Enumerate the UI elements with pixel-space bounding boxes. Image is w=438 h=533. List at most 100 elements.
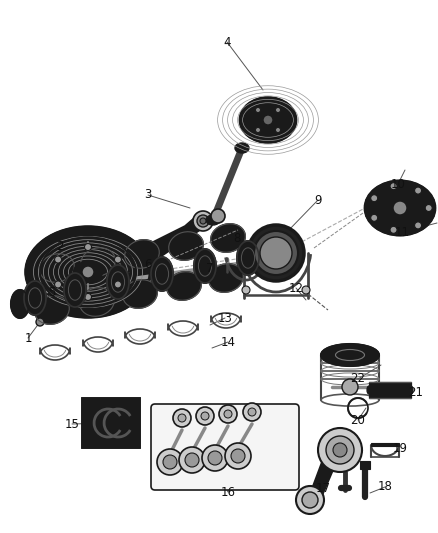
Text: 6: 6 xyxy=(144,259,152,271)
Text: 12: 12 xyxy=(289,281,304,295)
Circle shape xyxy=(178,414,186,422)
Text: 16: 16 xyxy=(220,486,236,498)
Circle shape xyxy=(390,227,397,233)
Circle shape xyxy=(371,195,378,201)
Circle shape xyxy=(255,108,261,112)
Circle shape xyxy=(55,281,62,288)
Circle shape xyxy=(371,214,378,221)
Circle shape xyxy=(219,405,237,423)
Ellipse shape xyxy=(64,273,86,307)
Ellipse shape xyxy=(40,254,74,282)
Bar xyxy=(254,106,282,134)
Text: 17: 17 xyxy=(315,481,331,495)
Text: 18: 18 xyxy=(378,481,392,494)
Ellipse shape xyxy=(237,241,259,275)
Text: 9: 9 xyxy=(314,193,322,206)
Polygon shape xyxy=(304,435,348,510)
Circle shape xyxy=(196,407,214,425)
Polygon shape xyxy=(118,213,210,272)
Circle shape xyxy=(263,115,273,125)
Ellipse shape xyxy=(409,386,413,394)
Circle shape xyxy=(302,286,310,294)
Ellipse shape xyxy=(242,254,250,259)
Bar xyxy=(82,398,140,448)
Ellipse shape xyxy=(125,240,159,268)
Circle shape xyxy=(393,201,407,215)
Circle shape xyxy=(254,231,298,275)
Ellipse shape xyxy=(35,296,69,324)
Text: 10: 10 xyxy=(391,177,406,190)
Circle shape xyxy=(276,127,280,133)
Circle shape xyxy=(248,408,256,416)
Ellipse shape xyxy=(11,290,29,318)
Text: 15: 15 xyxy=(64,417,79,431)
Ellipse shape xyxy=(209,264,243,292)
Text: 5: 5 xyxy=(48,286,56,298)
Text: 14: 14 xyxy=(220,335,236,349)
Ellipse shape xyxy=(194,249,216,283)
Circle shape xyxy=(224,410,232,418)
Text: 8: 8 xyxy=(233,231,241,245)
Ellipse shape xyxy=(151,257,173,291)
Circle shape xyxy=(208,451,222,465)
Circle shape xyxy=(211,209,225,223)
Bar xyxy=(371,443,399,446)
Bar xyxy=(254,106,282,134)
Circle shape xyxy=(225,443,251,469)
Ellipse shape xyxy=(388,198,412,217)
Text: 20: 20 xyxy=(350,414,365,426)
Ellipse shape xyxy=(123,280,157,308)
Ellipse shape xyxy=(80,288,114,316)
Circle shape xyxy=(85,244,92,251)
Text: 13: 13 xyxy=(218,311,233,325)
Circle shape xyxy=(114,256,121,263)
Circle shape xyxy=(296,486,324,514)
Text: 21: 21 xyxy=(409,386,424,400)
Ellipse shape xyxy=(206,215,220,225)
Circle shape xyxy=(202,445,228,471)
Circle shape xyxy=(260,237,292,269)
Circle shape xyxy=(414,222,421,229)
Text: 7: 7 xyxy=(206,262,214,274)
Text: 2: 2 xyxy=(56,240,64,254)
Circle shape xyxy=(318,428,362,472)
Ellipse shape xyxy=(240,98,296,142)
Circle shape xyxy=(55,256,62,263)
Bar xyxy=(369,382,411,398)
Circle shape xyxy=(185,453,199,467)
Circle shape xyxy=(197,215,209,227)
Ellipse shape xyxy=(375,189,424,227)
Circle shape xyxy=(333,443,347,457)
Circle shape xyxy=(276,108,280,112)
Ellipse shape xyxy=(107,265,129,299)
Text: 1: 1 xyxy=(24,332,32,344)
Circle shape xyxy=(200,218,206,224)
Circle shape xyxy=(326,436,354,464)
Circle shape xyxy=(248,225,304,281)
Circle shape xyxy=(243,403,261,421)
Circle shape xyxy=(114,281,121,288)
Circle shape xyxy=(179,447,205,473)
Text: 11: 11 xyxy=(395,225,410,238)
Circle shape xyxy=(390,183,397,190)
Circle shape xyxy=(425,205,432,212)
Text: 19: 19 xyxy=(392,441,407,455)
Circle shape xyxy=(231,449,245,463)
Ellipse shape xyxy=(235,143,249,153)
Text: 4: 4 xyxy=(223,36,231,49)
Circle shape xyxy=(85,294,92,301)
Ellipse shape xyxy=(40,237,136,307)
Circle shape xyxy=(255,127,261,133)
Circle shape xyxy=(242,286,250,294)
Ellipse shape xyxy=(365,181,435,235)
Circle shape xyxy=(201,412,209,420)
Ellipse shape xyxy=(257,111,279,129)
Ellipse shape xyxy=(169,232,203,260)
Bar xyxy=(360,461,370,469)
Circle shape xyxy=(36,318,44,326)
Circle shape xyxy=(302,492,318,508)
Ellipse shape xyxy=(321,344,379,366)
Circle shape xyxy=(173,409,191,427)
Text: 3: 3 xyxy=(144,189,152,201)
Ellipse shape xyxy=(261,115,275,126)
